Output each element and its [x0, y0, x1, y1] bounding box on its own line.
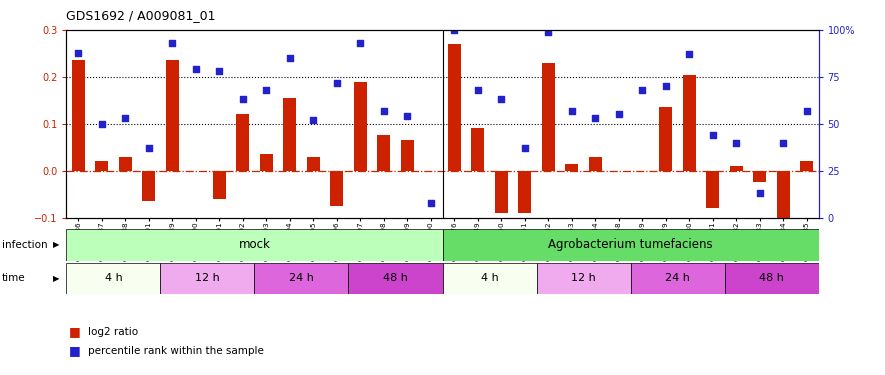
- Bar: [448, 44, 461, 171]
- Bar: [800, 161, 813, 171]
- Point: [776, 140, 790, 146]
- Point: [565, 108, 579, 114]
- Point: [377, 108, 391, 114]
- Point: [635, 87, 650, 93]
- Bar: [495, 171, 508, 213]
- Bar: [66, 262, 160, 294]
- Point: [95, 121, 109, 127]
- Bar: [236, 114, 250, 171]
- Bar: [160, 262, 255, 294]
- Bar: [307, 157, 319, 171]
- Point: [753, 190, 767, 196]
- Point: [729, 140, 743, 146]
- Bar: [330, 171, 343, 206]
- Bar: [442, 229, 819, 261]
- Point: [235, 96, 250, 102]
- Text: Agrobacterium tumefaciens: Agrobacterium tumefaciens: [548, 238, 713, 251]
- Point: [400, 113, 414, 119]
- Text: GDS1692 / A009081_01: GDS1692 / A009081_01: [66, 9, 216, 22]
- Bar: [255, 262, 349, 294]
- Point: [494, 96, 508, 102]
- Point: [189, 66, 203, 72]
- Text: 4 h: 4 h: [104, 273, 122, 284]
- Bar: [630, 262, 725, 294]
- Bar: [706, 171, 720, 208]
- Point: [142, 145, 156, 151]
- Point: [353, 40, 367, 46]
- Text: ■: ■: [69, 344, 81, 357]
- Bar: [725, 262, 819, 294]
- Point: [118, 115, 132, 121]
- Bar: [659, 107, 673, 171]
- Point: [447, 27, 461, 33]
- Text: infection: infection: [2, 240, 48, 249]
- Point: [282, 55, 296, 61]
- Bar: [442, 262, 536, 294]
- Bar: [566, 164, 578, 171]
- Point: [259, 87, 273, 93]
- Bar: [730, 166, 743, 171]
- Bar: [142, 171, 155, 201]
- Bar: [401, 140, 413, 171]
- Bar: [119, 157, 132, 171]
- Text: mock: mock: [238, 238, 271, 251]
- Bar: [777, 171, 789, 229]
- Text: 24 h: 24 h: [666, 273, 690, 284]
- Point: [212, 68, 227, 74]
- Text: 12 h: 12 h: [195, 273, 219, 284]
- Bar: [683, 75, 696, 171]
- Point: [471, 87, 485, 93]
- Bar: [96, 161, 108, 171]
- Point: [71, 50, 85, 55]
- Bar: [753, 171, 766, 182]
- Bar: [519, 171, 531, 213]
- Bar: [472, 128, 484, 171]
- Bar: [354, 82, 366, 171]
- Point: [542, 29, 556, 35]
- Point: [589, 115, 603, 121]
- Point: [682, 51, 696, 57]
- Bar: [165, 60, 179, 171]
- Bar: [283, 98, 296, 171]
- Point: [424, 200, 438, 206]
- Point: [612, 111, 626, 117]
- Bar: [542, 63, 555, 171]
- Point: [705, 132, 720, 138]
- Text: log2 ratio: log2 ratio: [88, 327, 139, 337]
- Point: [518, 145, 532, 151]
- Text: 12 h: 12 h: [571, 273, 596, 284]
- Text: 48 h: 48 h: [383, 273, 408, 284]
- Text: ▶: ▶: [53, 274, 59, 283]
- Bar: [377, 135, 390, 171]
- Text: 4 h: 4 h: [481, 273, 498, 284]
- Bar: [212, 171, 226, 199]
- Bar: [536, 262, 630, 294]
- Point: [165, 40, 180, 46]
- Point: [306, 117, 320, 123]
- Text: 24 h: 24 h: [289, 273, 314, 284]
- Text: percentile rank within the sample: percentile rank within the sample: [88, 346, 265, 355]
- Bar: [66, 229, 442, 261]
- Point: [329, 80, 343, 86]
- Point: [658, 83, 673, 89]
- Text: ■: ■: [69, 326, 81, 338]
- Text: 48 h: 48 h: [759, 273, 784, 284]
- Bar: [72, 60, 85, 171]
- Text: time: time: [2, 273, 26, 283]
- Text: ▶: ▶: [53, 240, 59, 249]
- Point: [800, 108, 814, 114]
- Bar: [589, 157, 602, 171]
- Bar: [349, 262, 442, 294]
- Bar: [259, 154, 273, 171]
